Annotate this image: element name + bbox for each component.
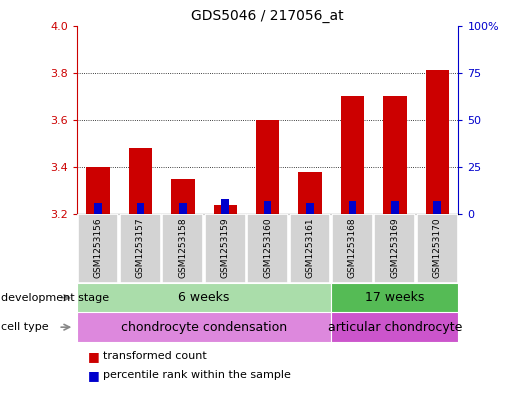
Text: GSM1253158: GSM1253158	[179, 217, 187, 277]
Bar	[349, 201, 356, 214]
Bar	[306, 203, 314, 214]
Bar	[129, 148, 152, 214]
Bar	[256, 120, 279, 214]
Bar	[264, 201, 271, 214]
Bar	[171, 179, 195, 214]
Text: GSM1253160: GSM1253160	[263, 217, 272, 277]
Text: GSM1253156: GSM1253156	[94, 217, 102, 277]
Text: development stage: development stage	[1, 293, 109, 303]
Bar	[331, 312, 458, 342]
Bar	[248, 214, 288, 283]
Bar	[375, 214, 415, 283]
Text: chondrocyte condensation: chondrocyte condensation	[121, 321, 287, 334]
Bar	[163, 214, 203, 283]
Bar	[205, 214, 245, 283]
Text: articular chondrocyte: articular chondrocyte	[328, 321, 462, 334]
Text: GSM1253159: GSM1253159	[221, 217, 229, 277]
Bar	[391, 201, 399, 214]
Bar	[331, 283, 458, 312]
Bar	[332, 214, 373, 283]
Text: percentile rank within the sample: percentile rank within the sample	[103, 370, 291, 380]
Text: GSM1253168: GSM1253168	[348, 217, 357, 277]
Bar	[137, 203, 144, 214]
Text: cell type: cell type	[1, 322, 49, 332]
Text: 6 weeks: 6 weeks	[179, 291, 229, 304]
Bar	[77, 312, 331, 342]
Text: GSM1253170: GSM1253170	[433, 217, 441, 277]
Bar	[434, 201, 441, 214]
Text: 17 weeks: 17 weeks	[365, 291, 425, 304]
Bar	[120, 214, 161, 283]
Bar	[417, 214, 457, 283]
Bar	[94, 203, 102, 214]
Bar	[383, 96, 407, 214]
Bar	[426, 70, 449, 214]
Text: GSM1253161: GSM1253161	[306, 217, 314, 277]
Bar	[78, 214, 118, 283]
Text: ■: ■	[87, 369, 99, 382]
Bar	[86, 167, 110, 214]
Bar	[214, 205, 237, 214]
Text: GSM1253157: GSM1253157	[136, 217, 145, 277]
Title: GDS5046 / 217056_at: GDS5046 / 217056_at	[191, 9, 344, 23]
Bar	[290, 214, 330, 283]
Text: ■: ■	[87, 350, 99, 363]
Bar	[77, 283, 331, 312]
Text: GSM1253169: GSM1253169	[391, 217, 399, 277]
Bar	[341, 96, 364, 214]
Text: transformed count: transformed count	[103, 351, 207, 361]
Bar	[222, 199, 229, 214]
Bar	[179, 203, 187, 214]
Bar	[298, 172, 322, 214]
